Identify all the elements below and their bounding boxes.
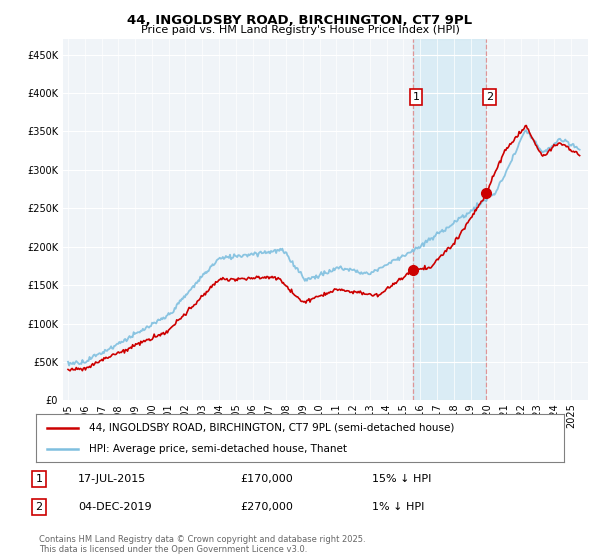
Text: 1% ↓ HPI: 1% ↓ HPI xyxy=(372,502,424,512)
Text: £170,000: £170,000 xyxy=(240,474,293,484)
Text: 2: 2 xyxy=(486,92,493,102)
Text: Price paid vs. HM Land Registry's House Price Index (HPI): Price paid vs. HM Land Registry's House … xyxy=(140,25,460,35)
Text: 04-DEC-2019: 04-DEC-2019 xyxy=(78,502,152,512)
Text: 44, INGOLDSBY ROAD, BIRCHINGTON, CT7 9PL (semi-detached house): 44, INGOLDSBY ROAD, BIRCHINGTON, CT7 9PL… xyxy=(89,423,454,433)
Text: 17-JUL-2015: 17-JUL-2015 xyxy=(78,474,146,484)
Text: 1: 1 xyxy=(35,474,43,484)
Bar xyxy=(413,39,486,400)
Text: HPI: Average price, semi-detached house, Thanet: HPI: Average price, semi-detached house,… xyxy=(89,444,347,454)
Text: £270,000: £270,000 xyxy=(240,502,293,512)
Text: 44, INGOLDSBY ROAD, BIRCHINGTON, CT7 9PL: 44, INGOLDSBY ROAD, BIRCHINGTON, CT7 9PL xyxy=(127,14,473,27)
Text: 1: 1 xyxy=(412,92,419,102)
Text: 2: 2 xyxy=(35,502,43,512)
Text: 15% ↓ HPI: 15% ↓ HPI xyxy=(372,474,431,484)
Text: Contains HM Land Registry data © Crown copyright and database right 2025.
This d: Contains HM Land Registry data © Crown c… xyxy=(39,535,365,554)
